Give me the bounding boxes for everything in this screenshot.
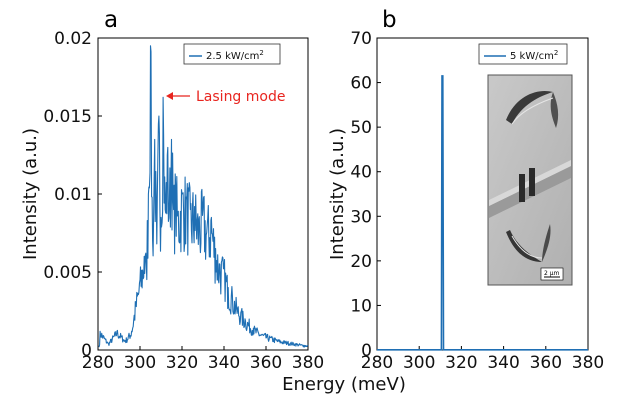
panel-a-y-tick-label: 0.015 — [43, 107, 92, 127]
panel-b-y-tick-label: 30 — [350, 207, 372, 227]
panel-b-y-tick-label: 50 — [350, 118, 372, 138]
panel-a-y-tick-label: 0.02 — [54, 29, 92, 49]
panel-a-x-tick-label: 320 — [166, 353, 198, 373]
panel-a-y-axis-label: Intensity (a.u.) — [20, 128, 41, 260]
annotation-label: Lasing mode — [196, 89, 285, 105]
panel-a: a Intensity (a.u.) 280 300 320 340 360 380 0 0.… — [20, 7, 324, 373]
panel-b-y-tick-label: 0 — [361, 341, 372, 361]
panel-a-legend-box — [183, 43, 281, 65]
sem-inset-image: 2 µm — [487, 74, 573, 286]
panel-a-series-line — [98, 45, 309, 348]
panel-a-legend: 2.5 kW/cm2 — [183, 43, 281, 65]
panel-a-x-tick-label: 300 — [124, 353, 156, 373]
x-axis-label: Energy (meV) — [282, 374, 406, 395]
panel-b-x-tick-label: 340 — [487, 353, 519, 373]
panel-a-y-tick-label: 0.005 — [43, 263, 92, 283]
panel-a-x-tick-label: 380 — [292, 353, 324, 373]
panel-a-y-tick-label: 0 — [81, 341, 92, 361]
scale-bar-label: 2 µm — [544, 270, 560, 277]
panel-a-ticks: 280 300 320 340 360 380 0 0.005 0.01 0.015 0.02 — [43, 29, 324, 373]
panel-b-legend: 5 kW/cm2 — [478, 43, 568, 65]
panel-b-ticks: 280 300 320 340 360 380 0 10 20 30 40 50 60 70 — [350, 29, 604, 373]
panel-b-y-axis-label: Intensity (a.u.) — [327, 128, 348, 260]
panel-b-y-tick-label: 10 — [350, 296, 372, 316]
panel-b-x-tick-label: 280 — [361, 353, 393, 373]
panel-a-x-tick-label: 280 — [82, 353, 114, 373]
annotation-arrow-head — [166, 92, 173, 100]
panel-b-label: b — [382, 7, 397, 33]
panel-b-x-tick-label: 320 — [445, 353, 477, 373]
panel-a-x-tick-label: 340 — [208, 353, 240, 373]
panel-b-x-tick-label: 300 — [403, 353, 435, 373]
panel-b-x-tick-label: 360 — [530, 353, 562, 373]
panel-b-x-tick-label: 380 — [572, 353, 604, 373]
panel-a-x-tick-label: 360 — [250, 353, 282, 373]
panel-b-y-tick-label: 70 — [350, 29, 372, 49]
panel-b-legend-box — [478, 43, 568, 65]
panel-a-legend-text: 2.5 kW/cm2 — [206, 49, 264, 62]
panel-b-series-line — [377, 75, 588, 351]
panel-a-y-tick-label: 0.01 — [54, 185, 92, 205]
panel-b-y-tick-label: 20 — [350, 252, 372, 272]
panel-a-label: a — [104, 7, 118, 33]
panel-b: b Intensity (a.u.) 280 300 320 340 360 380 0 10… — [327, 7, 604, 373]
panel-b-y-tick-label: 60 — [350, 74, 372, 94]
lasing-mode-annotation: Lasing mode — [166, 89, 285, 105]
panel-b-legend-text: 5 kW/cm2 — [510, 49, 558, 62]
panel-b-y-tick-label: 40 — [350, 163, 372, 183]
panel-a-axes-frame — [97, 37, 309, 351]
